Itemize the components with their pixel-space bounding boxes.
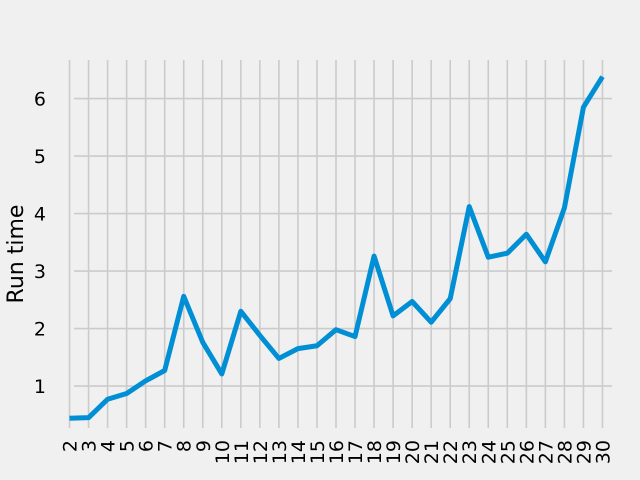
x-tick-label: 12 — [250, 440, 272, 464]
y-tick-label: 5 — [34, 146, 46, 168]
x-tick-label: 2 — [60, 440, 82, 452]
x-tick-label: 13 — [269, 440, 291, 464]
x-tick-label: 10 — [212, 440, 234, 464]
x-tick-label: 27 — [535, 440, 557, 464]
x-tick-label: 11 — [231, 440, 253, 464]
x-tick-label: 24 — [478, 440, 500, 464]
x-tick-label: 9 — [193, 440, 215, 452]
x-tick-label: 23 — [459, 440, 481, 464]
x-tick-label: 25 — [497, 440, 519, 464]
series-layer — [69, 75, 605, 421]
x-tick-label: 30 — [592, 440, 614, 464]
x-tick-label: 18 — [364, 440, 386, 464]
x-tick-label: 5 — [117, 440, 139, 452]
x-tick-labels: 2345678910111213141516171819202122232425… — [60, 440, 615, 464]
x-gridlines — [68, 60, 604, 428]
x-tick-label: 21 — [421, 440, 443, 464]
x-tick-label: 4 — [98, 440, 120, 452]
x-tick-label: 7 — [155, 440, 177, 452]
y-tick-label: 4 — [34, 204, 46, 226]
x-tick-label: 3 — [79, 440, 101, 452]
y-tick-label: 1 — [34, 376, 46, 398]
y-tick-label: 3 — [34, 261, 46, 283]
x-tick-label: 22 — [440, 440, 462, 464]
y-tick-labels: 1 2 3 4 5 6 — [34, 89, 46, 398]
y-tick-label: 2 — [34, 319, 46, 341]
x-tick-label: 26 — [516, 440, 538, 464]
x-tick-label: 16 — [326, 440, 348, 464]
y-gridlines — [74, 97, 612, 387]
y-axis-label: Run time — [4, 205, 29, 304]
x-tick-label: 17 — [345, 440, 367, 464]
x-tick-label: 29 — [573, 440, 595, 464]
series-line — [69, 75, 605, 421]
x-tick-label: 20 — [402, 440, 424, 464]
y-tick-label: 6 — [34, 89, 46, 111]
x-tick-label: 14 — [288, 440, 310, 464]
x-tick-label: 8 — [174, 440, 196, 452]
x-tick-label: 15 — [307, 440, 329, 464]
x-tick-label: 28 — [554, 440, 576, 464]
x-tick-label: 6 — [136, 440, 158, 452]
x-tick-label: 19 — [383, 440, 405, 464]
